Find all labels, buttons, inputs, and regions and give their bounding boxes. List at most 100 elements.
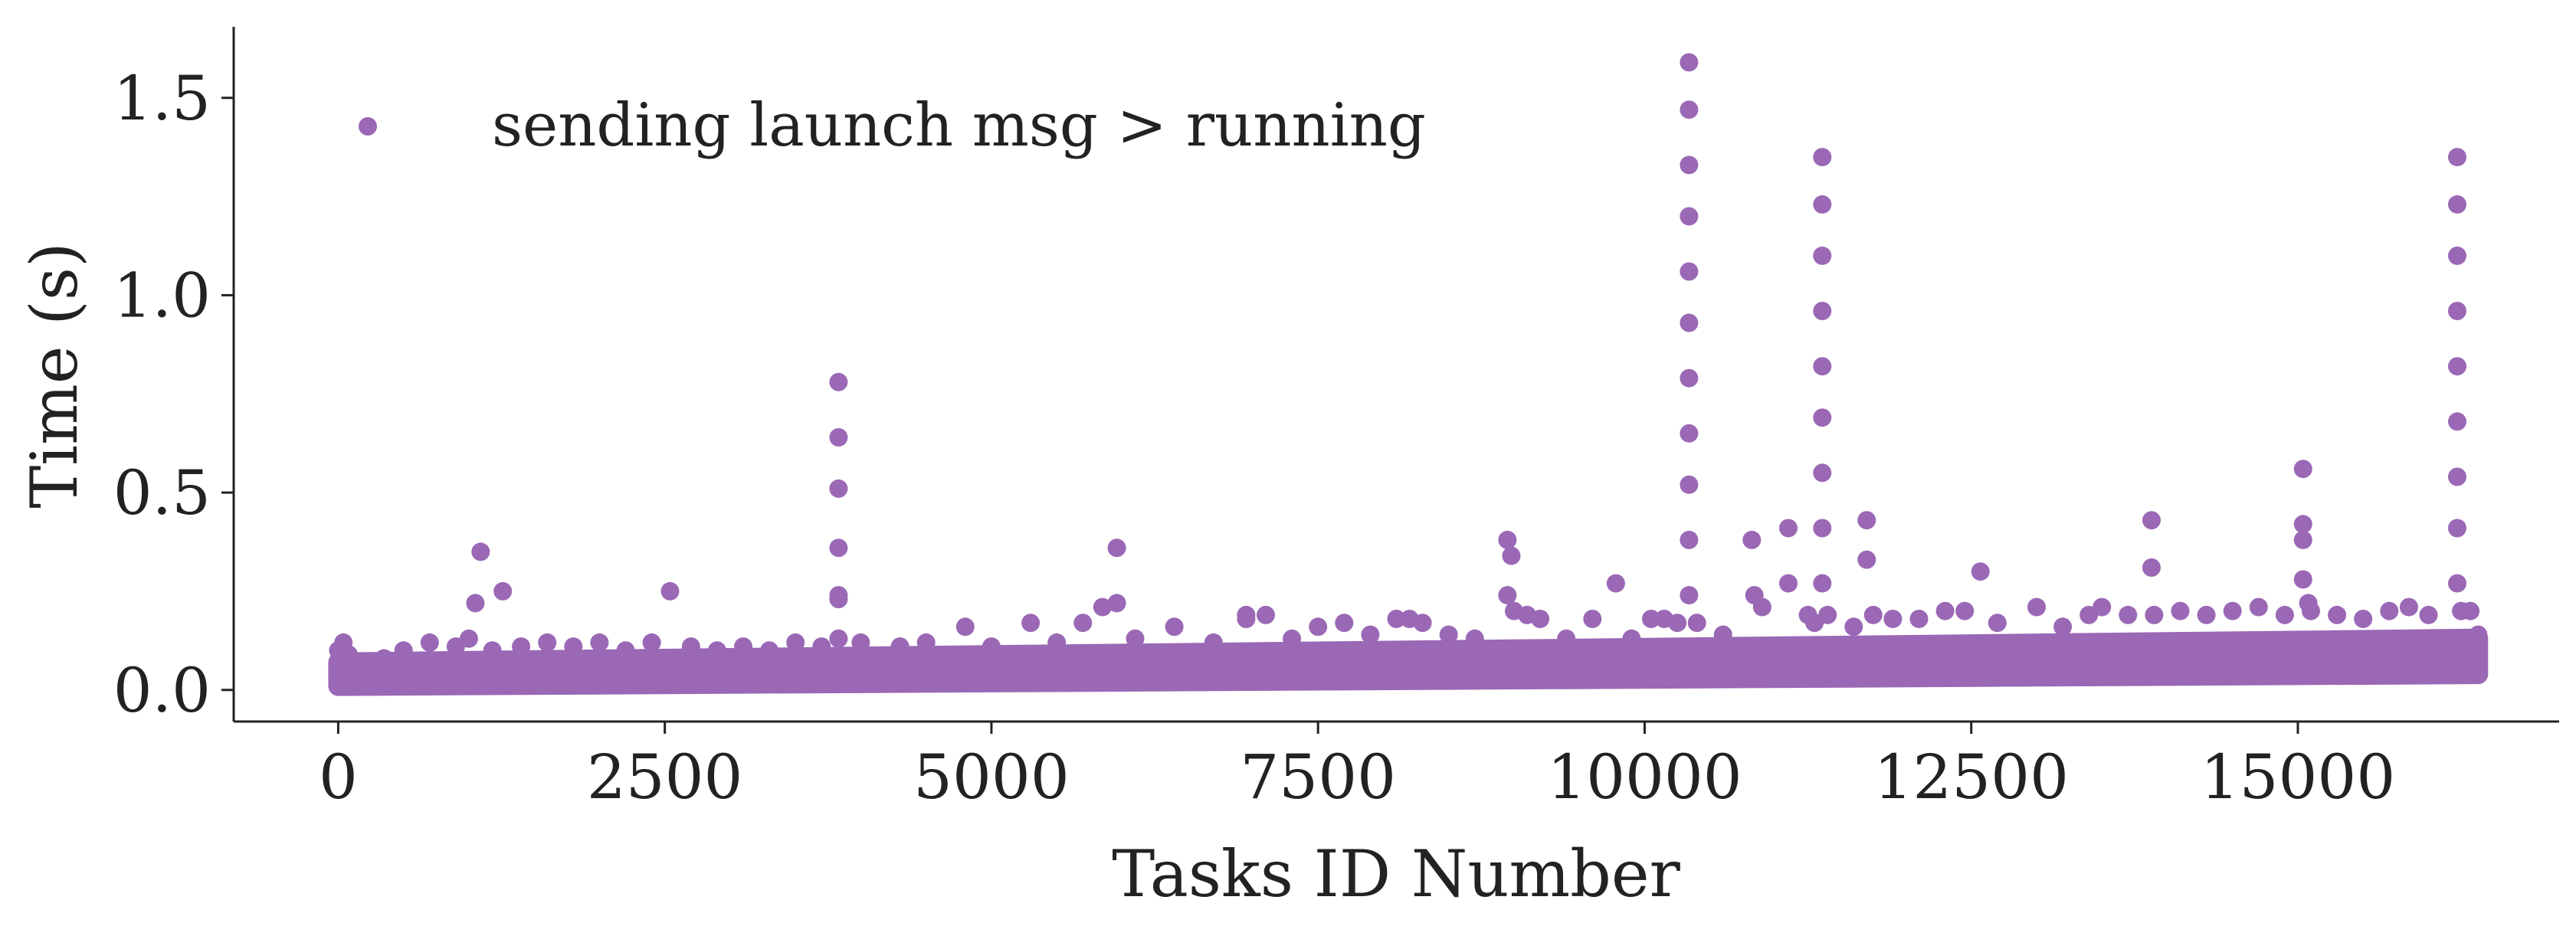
data-point (2448, 519, 2466, 538)
data-point (851, 633, 870, 652)
data-point (1021, 614, 1041, 633)
data-point (1502, 546, 1521, 565)
data-point (1204, 633, 1223, 652)
data-point (734, 637, 752, 656)
data-point (2328, 605, 2347, 624)
data-point (471, 542, 490, 561)
data-point (2145, 605, 2164, 624)
data-point (1557, 629, 1576, 648)
data-point (2053, 617, 2073, 637)
data-point (1680, 53, 1699, 72)
data-point (1687, 614, 1706, 633)
data-point (466, 594, 485, 613)
data-point (1680, 207, 1699, 226)
scatter-points (329, 53, 2488, 684)
data-point (1257, 605, 1275, 624)
data-point (890, 637, 909, 656)
data-point (1498, 530, 1517, 549)
data-point (1498, 586, 1517, 605)
x-tick-label: 0 (319, 741, 358, 813)
legend: sending launch msg > running (359, 91, 1426, 160)
data-point (2223, 601, 2242, 620)
data-point (2469, 625, 2488, 644)
data-point (660, 581, 680, 601)
data-point (1680, 424, 1699, 443)
data-point (916, 633, 936, 652)
y-axis-ticks: 0.0 0.5 1.0 1.5 (113, 63, 234, 726)
data-point (2119, 605, 2138, 624)
data-point (1813, 519, 1832, 538)
x-axis-ticks: 0 2500 5000 7500 10000 12500 15000 (319, 722, 2395, 813)
x-axis-title: Tasks ID Number (1112, 836, 1680, 911)
data-point (483, 641, 502, 660)
data-point (2293, 460, 2312, 479)
data-point (2448, 574, 2466, 593)
data-point (681, 637, 700, 656)
data-point (2142, 511, 2161, 530)
data-point (1361, 625, 1380, 644)
data-point (2354, 610, 2373, 628)
legend-label: sending launch msg > running (492, 91, 1426, 160)
data-point (1680, 100, 1699, 119)
data-point (1680, 262, 1699, 281)
data-point (1752, 597, 1771, 617)
data-point (812, 637, 831, 656)
data-point (512, 637, 531, 656)
data-point (1713, 625, 1732, 644)
data-point (1955, 601, 1975, 620)
data-point (707, 641, 726, 660)
data-point (1583, 610, 1602, 628)
data-point (339, 645, 358, 664)
data-point (1779, 519, 1798, 538)
data-point (1073, 614, 1093, 633)
data-point (2171, 601, 2190, 620)
data-point (2275, 605, 2294, 624)
data-point (1107, 538, 1126, 558)
data-point (1813, 357, 1832, 376)
legend-marker (359, 117, 377, 136)
data-point (1439, 625, 1458, 644)
data-point (2293, 530, 2312, 549)
data-point (1093, 597, 1112, 617)
y-tick-label: 0.5 (113, 457, 211, 529)
data-point (1863, 605, 1883, 624)
data-point (1844, 617, 1863, 637)
data-point (829, 428, 848, 447)
data-point (2448, 412, 2466, 431)
data-point (1387, 610, 1406, 628)
data-point (2448, 357, 2466, 376)
data-point (2302, 601, 2320, 620)
data-point (564, 637, 583, 656)
data-point (1047, 633, 1067, 652)
data-point (1988, 614, 2007, 633)
data-point (1126, 629, 1145, 648)
data-point (2027, 597, 2046, 617)
data-point (1813, 574, 1832, 593)
data-point (1857, 550, 1876, 569)
data-point (829, 538, 848, 558)
x-tick-label: 15000 (2201, 741, 2396, 813)
data-point (1165, 617, 1184, 637)
data-point (493, 581, 513, 601)
data-point (2448, 246, 2466, 265)
data-point (1813, 246, 1832, 265)
data-point (1531, 610, 1550, 628)
data-point (1107, 594, 1126, 613)
x-tick-label: 5000 (913, 741, 1070, 813)
data-point (1606, 574, 1625, 593)
data-point (1680, 368, 1699, 388)
data-point (2142, 558, 2161, 577)
data-point (2249, 597, 2268, 617)
data-point (1935, 601, 1955, 620)
data-point (1680, 586, 1699, 605)
data-point (459, 629, 478, 648)
data-point (2093, 597, 2112, 617)
data-point (1818, 605, 1837, 624)
data-point (1813, 408, 1832, 427)
data-point (1857, 511, 1876, 530)
y-tick-label: 1.5 (113, 63, 211, 134)
data-point (1742, 530, 1762, 549)
data-point (2197, 605, 2216, 624)
data-point (375, 649, 394, 668)
